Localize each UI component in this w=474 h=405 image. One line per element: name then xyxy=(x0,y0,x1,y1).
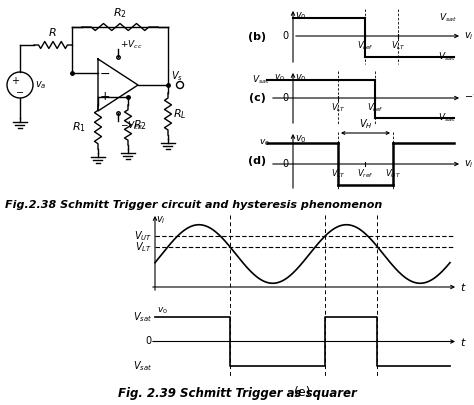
Text: $V_{sat}$: $V_{sat}$ xyxy=(133,359,152,373)
Text: $v_i$: $v_i$ xyxy=(464,30,474,42)
Text: $-V_{sat}$: $-V_{sat}$ xyxy=(431,112,457,124)
Text: $v_0$: $v_0$ xyxy=(259,138,270,148)
Text: $-$: $-$ xyxy=(16,86,25,96)
Text: $+$: $+$ xyxy=(11,75,20,85)
Text: $-V_{sat}$: $-V_{sat}$ xyxy=(431,51,457,63)
Text: $v_0$: $v_0$ xyxy=(295,72,307,84)
Text: $v_0$: $v_0$ xyxy=(157,306,168,316)
Text: $v_0$: $v_0$ xyxy=(295,10,307,22)
Text: $V_{LT}$: $V_{LT}$ xyxy=(135,240,152,254)
Text: $R_1$: $R_1$ xyxy=(72,120,86,134)
Text: $V_{UT}$: $V_{UT}$ xyxy=(385,168,401,181)
Text: Fig. 2.39 Schmitt Trigger as squarer: Fig. 2.39 Schmitt Trigger as squarer xyxy=(118,387,356,400)
Text: $V_{ref}$: $V_{ref}$ xyxy=(357,40,374,53)
Text: $V_{sat}$: $V_{sat}$ xyxy=(439,12,457,24)
Text: $t$: $t$ xyxy=(460,281,467,293)
Text: $V_{sat}$: $V_{sat}$ xyxy=(133,310,152,324)
Text: $V_H$: $V_H$ xyxy=(359,117,372,131)
Text: $V_{sat}$: $V_{sat}$ xyxy=(252,74,270,86)
Text: $-V_{EE}$: $-V_{EE}$ xyxy=(120,120,144,132)
Text: $v_0$: $v_0$ xyxy=(274,73,285,83)
Text: $V_{ref}$: $V_{ref}$ xyxy=(357,168,374,181)
Text: 0: 0 xyxy=(283,93,289,103)
Text: $V_{LT}$: $V_{LT}$ xyxy=(330,168,346,181)
Text: $V_{UT}$: $V_{UT}$ xyxy=(134,230,152,243)
Text: $V_s$: $V_s$ xyxy=(171,69,183,83)
Text: Fig.2.38 Schmitt Trigger circuit and hysteresis phenomenon: Fig.2.38 Schmitt Trigger circuit and hys… xyxy=(5,200,382,210)
Text: $t$: $t$ xyxy=(460,335,467,347)
Text: $-$: $-$ xyxy=(100,66,110,79)
Text: $v_0$: $v_0$ xyxy=(295,133,307,145)
Text: $+V_{cc}$: $+V_{cc}$ xyxy=(120,39,143,51)
Text: 0: 0 xyxy=(146,337,152,347)
Text: $R_2$: $R_2$ xyxy=(113,6,127,20)
Text: $v_a$: $v_a$ xyxy=(35,79,46,91)
Text: (d): (d) xyxy=(248,156,266,166)
Text: $R_L$: $R_L$ xyxy=(173,107,187,121)
Text: 0: 0 xyxy=(283,159,289,169)
Text: $v_i$: $v_i$ xyxy=(464,158,474,170)
Text: $v_i$: $v_i$ xyxy=(156,214,165,226)
Text: $+$: $+$ xyxy=(100,90,110,104)
Text: (e): (e) xyxy=(294,386,311,399)
Text: $V_{ref}$: $V_{ref}$ xyxy=(367,102,383,115)
Text: R: R xyxy=(49,28,57,38)
Text: $V_{LT}$: $V_{LT}$ xyxy=(330,102,346,115)
Text: (c): (c) xyxy=(249,93,266,103)
Text: (b): (b) xyxy=(248,32,266,41)
Text: $R_2$: $R_2$ xyxy=(133,118,147,132)
Text: $V_{LT}$: $V_{LT}$ xyxy=(391,40,405,53)
Text: 0: 0 xyxy=(283,31,289,41)
Text: $-v_i$: $-v_i$ xyxy=(464,92,474,104)
